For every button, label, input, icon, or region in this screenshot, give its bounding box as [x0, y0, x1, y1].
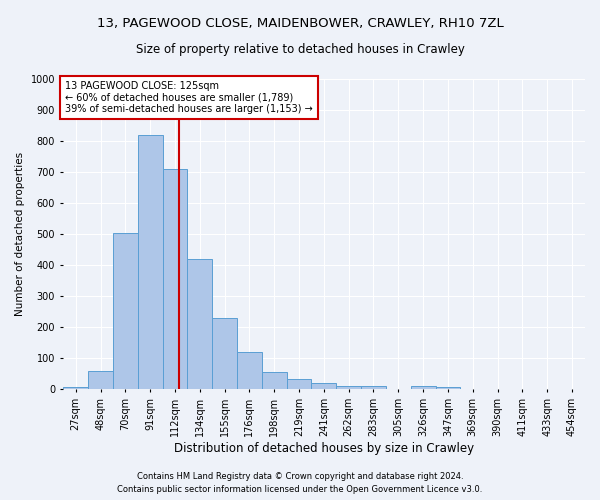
Bar — [336, 386, 361, 390]
Text: Size of property relative to detached houses in Crawley: Size of property relative to detached ho… — [136, 42, 464, 56]
Y-axis label: Number of detached properties: Number of detached properties — [15, 152, 25, 316]
Bar — [113, 232, 138, 390]
Bar — [411, 386, 436, 390]
Bar — [63, 387, 88, 390]
Bar — [262, 372, 287, 390]
Bar — [287, 378, 311, 390]
Text: Contains HM Land Registry data © Crown copyright and database right 2024.: Contains HM Land Registry data © Crown c… — [137, 472, 463, 481]
Bar — [436, 387, 460, 390]
Bar — [88, 371, 113, 390]
Bar — [212, 318, 237, 390]
Bar — [361, 386, 386, 390]
Text: 13 PAGEWOOD CLOSE: 125sqm
← 60% of detached houses are smaller (1,789)
39% of se: 13 PAGEWOOD CLOSE: 125sqm ← 60% of detac… — [65, 80, 313, 114]
Bar — [311, 383, 336, 390]
X-axis label: Distribution of detached houses by size in Crawley: Distribution of detached houses by size … — [174, 442, 474, 455]
Text: 13, PAGEWOOD CLOSE, MAIDENBOWER, CRAWLEY, RH10 7ZL: 13, PAGEWOOD CLOSE, MAIDENBOWER, CRAWLEY… — [97, 18, 503, 30]
Bar — [187, 259, 212, 390]
Bar — [138, 135, 163, 390]
Bar — [237, 352, 262, 390]
Bar — [163, 169, 187, 390]
Text: Contains public sector information licensed under the Open Government Licence v3: Contains public sector information licen… — [118, 485, 482, 494]
